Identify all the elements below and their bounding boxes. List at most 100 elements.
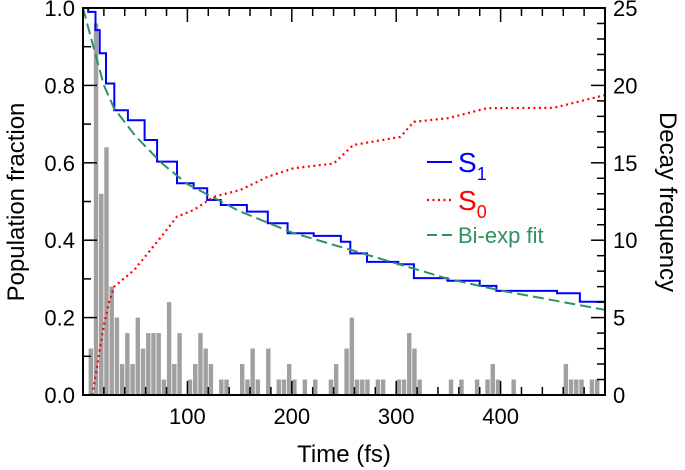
histogram-bar	[511, 379, 516, 395]
histogram-bars	[88, 23, 600, 395]
histogram-bar	[151, 333, 156, 395]
histogram-bar	[328, 379, 334, 395]
legend-label: S1	[458, 147, 487, 184]
histogram-bar	[245, 379, 250, 395]
histogram-bar	[313, 379, 318, 395]
y2-tick-label: 20	[613, 73, 637, 98]
histogram-bar	[354, 379, 360, 395]
y-tick-label: 0.4	[44, 228, 75, 253]
histogram-bar	[255, 379, 261, 395]
series-line-s0	[91, 94, 606, 396]
histogram-bar	[140, 348, 146, 395]
histogram-bar	[198, 333, 203, 395]
y-axis-title: Population fraction	[3, 103, 30, 302]
legend-label: Bi-exp fit	[458, 223, 544, 248]
histogram-bar	[365, 379, 370, 395]
histogram-bar	[203, 348, 208, 395]
y2-tick-label: 10	[613, 228, 637, 253]
series-line-bi-exp-fit	[82, 7, 606, 311]
histogram-bar	[104, 147, 109, 395]
y-tick-label: 0.8	[44, 73, 75, 98]
histogram-bar	[281, 379, 287, 395]
y2-tick-label: 25	[613, 0, 637, 21]
histogram-bar	[407, 333, 412, 395]
x-tick-label: 200	[273, 404, 310, 429]
histogram-bar	[109, 286, 114, 395]
y2-tick-label: 15	[613, 151, 637, 176]
series-lines	[82, 7, 606, 396]
legend-subscript: 1	[477, 164, 487, 184]
histogram-bar	[172, 364, 177, 395]
histogram-bar	[568, 379, 574, 395]
histogram-bar	[114, 317, 120, 395]
histogram-bar	[119, 364, 125, 395]
histogram-bar	[292, 379, 297, 395]
y-tick-label: 0.6	[44, 151, 75, 176]
histogram-bar	[589, 379, 595, 395]
histogram-bar	[360, 379, 365, 395]
axes	[82, 7, 606, 396]
y2-axis-title: Decay frequency	[654, 112, 681, 292]
histogram-bar	[130, 364, 135, 395]
histogram-bar	[344, 348, 349, 395]
histogram-bar	[193, 364, 198, 395]
histogram-bar	[99, 193, 104, 395]
histogram-bar	[93, 23, 99, 395]
histogram-bar	[574, 379, 579, 395]
plot-frame	[82, 7, 606, 396]
histogram-bar	[250, 348, 255, 395]
histogram-bar	[88, 348, 94, 395]
legend-label: S0	[458, 185, 487, 222]
y-tick-label: 1.0	[44, 0, 75, 21]
histogram-bar	[161, 379, 167, 395]
histogram-bar	[380, 379, 386, 395]
histogram-bar	[240, 364, 245, 395]
histogram-bar	[266, 348, 271, 395]
histogram-bar	[219, 379, 224, 395]
histogram-bar	[412, 348, 417, 395]
y2-tick-label: 0	[613, 383, 625, 408]
histogram-bar	[166, 302, 172, 395]
histogram-bar	[302, 379, 308, 395]
legend-item: Bi-exp fit	[427, 223, 544, 248]
histogram-bar	[286, 364, 292, 395]
histogram-bar	[224, 379, 229, 395]
histogram-bar	[474, 379, 480, 395]
legend-item: S0	[427, 185, 487, 222]
histogram-bar	[333, 364, 339, 395]
histogram-bar	[579, 379, 584, 395]
y2-tick-label: 5	[613, 306, 625, 331]
histogram-bar	[135, 317, 141, 395]
histogram-bar	[177, 333, 182, 395]
histogram-bar	[448, 379, 454, 395]
histogram-bar	[417, 379, 422, 395]
histogram-bar	[187, 379, 193, 395]
histogram-bar	[490, 364, 495, 395]
histogram-bar	[485, 379, 490, 395]
legend-item: S1	[427, 147, 487, 184]
series-line-s1	[83, 7, 606, 305]
x-tick-label: 300	[378, 404, 415, 429]
histogram-bar	[156, 333, 161, 395]
histogram-bar	[276, 379, 281, 395]
histogram-bar	[495, 379, 501, 395]
histogram-bar	[375, 379, 381, 395]
histogram-bar	[401, 379, 407, 395]
y-tick-label: 0.2	[44, 306, 75, 331]
histogram-bar	[594, 379, 600, 395]
histogram-bar	[349, 317, 355, 395]
x-axis-title: Time (fs)	[297, 441, 391, 468]
histogram-bar	[125, 333, 130, 395]
histogram-bar	[208, 364, 214, 395]
histogram-bar	[396, 379, 402, 395]
x-tick-label: 400	[482, 404, 519, 429]
x-tick-label: 100	[169, 404, 206, 429]
histogram-bar	[146, 333, 151, 395]
histogram-bar	[563, 364, 569, 395]
histogram-bar	[459, 379, 464, 395]
legend-subscript: 0	[477, 202, 487, 222]
y-tick-label: 0.0	[44, 383, 75, 408]
